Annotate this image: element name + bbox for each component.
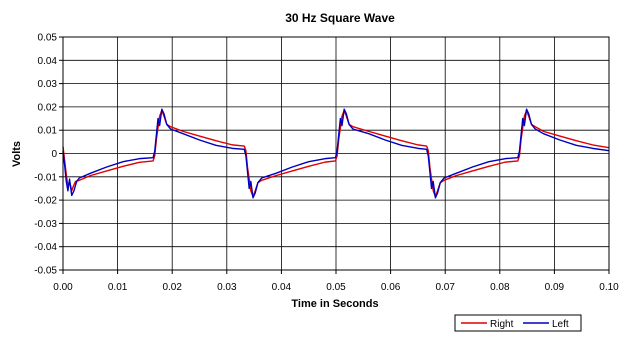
x-axis-ticks: 0.00 0.01 0.02 0.03 0.04 0.05 0.06 0.07 0.08 0.09…: [53, 270, 619, 293]
x-tick-label: 0.10: [599, 282, 619, 293]
x-axis-title: Time in Seconds: [291, 298, 378, 310]
y-tick-label: 0: [51, 149, 57, 160]
y-tick-label: 0.01: [38, 126, 58, 137]
y-axis-ticks: -0.05 -0.04 -0.03 -0.02 -0.01 0 0.01 0.02 0.03 0.…: [34, 33, 63, 277]
legend-label-right: Right: [490, 319, 514, 330]
y-tick-label: -0.04: [34, 242, 57, 253]
series-line-right: [62, 109, 610, 198]
y-axis-title: Volts: [11, 141, 23, 167]
x-tick-label: 0.09: [545, 282, 565, 293]
x-tick-label: 0.01: [108, 282, 128, 293]
y-tick-label: -0.05: [34, 266, 57, 277]
series-layer: [62, 108, 610, 199]
legend: Right Left: [454, 314, 582, 332]
x-tick-label: 0.00: [53, 282, 73, 293]
y-tick-label: 0.04: [38, 56, 58, 67]
x-tick-label: 0.03: [217, 282, 237, 293]
x-tick-label: 0.06: [381, 282, 401, 293]
y-tick-label: -0.01: [34, 172, 57, 183]
x-tick-label: 0.05: [326, 282, 346, 293]
y-tick-label: -0.02: [34, 196, 57, 207]
y-tick-label: -0.03: [34, 219, 57, 230]
y-tick-label: 0.02: [38, 102, 58, 113]
chart-title: 30 Hz Square Wave: [285, 11, 395, 25]
legend-box: [454, 314, 582, 332]
x-tick-label: 0.08: [490, 282, 510, 293]
legend-label-left: Left: [552, 319, 569, 330]
series-line-left: [62, 108, 610, 199]
x-tick-label: 0.07: [435, 282, 455, 293]
y-tick-label: 0.03: [38, 79, 58, 90]
x-tick-label: 0.04: [272, 282, 292, 293]
x-tick-label: 0.02: [162, 282, 182, 293]
y-tick-label: 0.05: [38, 33, 58, 44]
